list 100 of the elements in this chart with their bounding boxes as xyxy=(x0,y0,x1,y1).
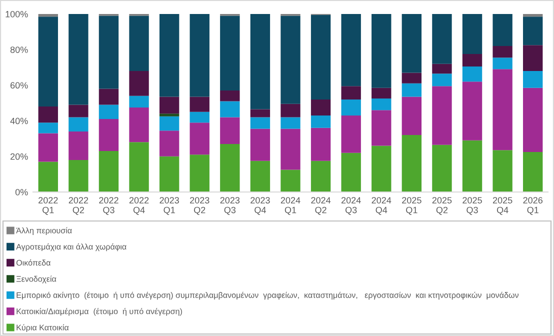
bar xyxy=(68,131,88,160)
bar xyxy=(310,128,331,161)
bar xyxy=(341,152,361,192)
bar xyxy=(250,14,270,110)
bar xyxy=(38,133,58,162)
bar xyxy=(159,156,180,192)
bar xyxy=(341,115,361,153)
bar xyxy=(159,114,180,116)
bar xyxy=(523,16,543,46)
y-tick-label: 80% xyxy=(10,46,28,53)
bar xyxy=(129,107,149,142)
bar xyxy=(129,96,149,108)
bar xyxy=(220,117,240,144)
x-tick-label: 2023 Q3 xyxy=(220,197,240,215)
bar xyxy=(372,98,392,110)
bar xyxy=(432,74,452,86)
bar xyxy=(159,130,180,156)
x-tick-label: 2025 Q3 xyxy=(462,197,482,215)
bar xyxy=(462,66,482,82)
x-tick-label: 2025 Q4 xyxy=(492,197,512,215)
bar xyxy=(38,106,58,123)
x-tick-label: 2023 Q2 xyxy=(190,197,210,215)
x-tick-label: 2024 Q4 xyxy=(372,197,392,215)
bar xyxy=(220,16,240,91)
bar xyxy=(310,160,331,192)
bar xyxy=(280,16,300,104)
bar xyxy=(190,112,210,123)
bar xyxy=(462,140,482,192)
bar xyxy=(250,117,270,129)
x-tick-label: 2022 Q3 xyxy=(99,197,118,215)
bar xyxy=(372,88,392,99)
bar xyxy=(462,14,482,54)
bar xyxy=(310,99,331,116)
bar xyxy=(159,14,180,97)
bar xyxy=(220,101,240,118)
bar xyxy=(280,170,300,192)
legend-label: Οικόπεδα xyxy=(16,259,50,266)
bar xyxy=(492,150,512,192)
bar xyxy=(402,135,422,192)
bar xyxy=(38,162,58,192)
x-tick-label: 2024 Q1 xyxy=(280,197,300,215)
bar xyxy=(68,104,88,118)
bar xyxy=(523,70,543,88)
bar xyxy=(402,72,422,84)
bar xyxy=(341,86,361,100)
bar xyxy=(250,109,270,118)
bar xyxy=(250,128,270,161)
bar xyxy=(310,115,331,128)
bar xyxy=(129,142,149,192)
y-tick-label: 60% xyxy=(10,82,28,89)
bar xyxy=(190,96,210,112)
bar xyxy=(98,16,119,89)
bar xyxy=(492,14,512,46)
bar xyxy=(523,152,543,192)
bar xyxy=(432,86,452,145)
bar xyxy=(38,14,58,17)
legend-label: Κατοικία/Διαμέρισμα (έτοιμο ή υπό ανέγερση) xyxy=(16,308,182,316)
legend-label: Κύρια Κατοικία xyxy=(16,324,69,332)
bar xyxy=(68,160,88,192)
bar xyxy=(38,122,58,134)
bar xyxy=(310,14,331,100)
bar xyxy=(280,128,300,170)
bar xyxy=(220,144,240,192)
bar xyxy=(523,88,543,152)
bar xyxy=(98,88,119,105)
bar xyxy=(402,96,422,136)
y-tick-label: 0% xyxy=(15,188,28,196)
legend-label: Άλλη περιουσία xyxy=(16,227,72,235)
bar xyxy=(492,69,512,150)
x-tick-label: 2026 Q1 xyxy=(523,197,542,215)
bar xyxy=(432,14,452,64)
bar xyxy=(159,96,180,114)
y-tick-label: 100% xyxy=(6,10,28,18)
x-tick-label: 2024 Q3 xyxy=(342,197,361,215)
x-tick-label: 2023 Q4 xyxy=(250,197,270,215)
bar xyxy=(68,117,88,132)
y-tick-label: 40% xyxy=(10,118,28,124)
bar xyxy=(341,14,361,86)
bar xyxy=(190,122,210,155)
bar xyxy=(68,14,88,105)
bar xyxy=(462,54,482,67)
x-tick-label: 2023 Q1 xyxy=(160,197,179,215)
bar xyxy=(402,83,422,97)
bar xyxy=(372,14,392,88)
bar xyxy=(492,46,512,58)
legend-label: Αγροτεμάχια και άλλα χωράφια xyxy=(16,243,126,252)
bar xyxy=(98,104,119,120)
bar xyxy=(250,160,270,192)
bar xyxy=(372,110,392,146)
bar xyxy=(129,70,149,96)
bar xyxy=(159,116,180,131)
x-tick-label: 2024 Q2 xyxy=(311,197,331,215)
bar xyxy=(432,144,452,192)
bar xyxy=(492,58,512,70)
bar xyxy=(523,45,543,71)
bar xyxy=(98,119,119,152)
x-tick-label: 2022 Q1 xyxy=(38,197,58,215)
y-tick-label: 20% xyxy=(10,153,28,160)
bar xyxy=(280,117,300,129)
bar xyxy=(98,151,119,192)
